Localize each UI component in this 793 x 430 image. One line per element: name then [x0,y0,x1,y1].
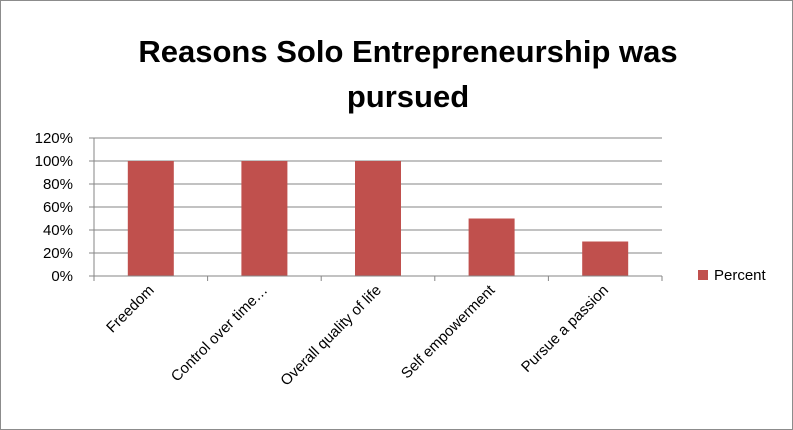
x-category-label: Freedom [103,282,157,336]
x-category-label: Control over time… [168,282,271,385]
chart-title-line-2: pursued [347,79,469,114]
y-tick-label: 60% [43,199,73,216]
bars [127,161,629,276]
legend-label: Percent [714,267,767,284]
legend: Percent [698,267,767,284]
y-tick-label: 120% [35,130,73,147]
x-category-label: Self empowerment [398,281,499,382]
chart-title-line-1: Reasons Solo Entrepreneurship was [138,34,677,69]
y-tick-label: 0% [51,268,73,285]
y-tick-label: 40% [43,222,73,239]
y-tick-label: 20% [43,245,73,262]
bar [355,161,401,276]
bar [241,161,288,276]
bar [468,218,515,276]
x-category-label: Overall quality of life [277,282,385,390]
legend-swatch [698,270,708,280]
y-axis-ticks: 0% 20% 40% 60% 80% 100% 120% [35,130,94,285]
y-tick-label: 80% [43,176,73,193]
bar [127,161,174,276]
x-axis-labels: Freedom Control over time… Overall quality… [103,281,612,389]
x-category-label: Pursue a passion [518,282,612,376]
y-tick-label: 100% [35,153,73,170]
bar [582,241,629,276]
